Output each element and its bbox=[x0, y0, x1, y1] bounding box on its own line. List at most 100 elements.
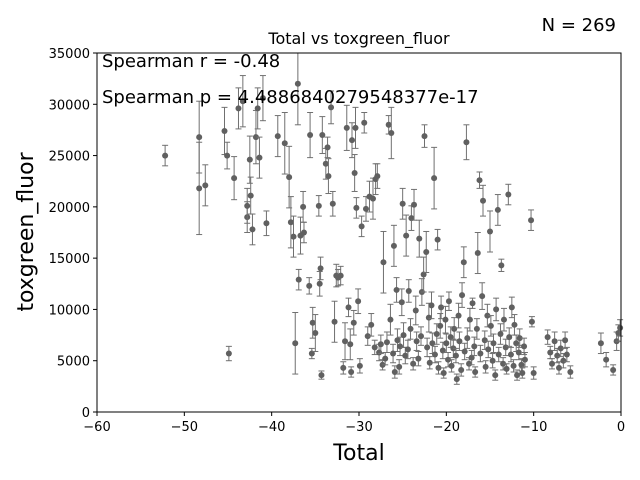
point-marker bbox=[221, 127, 228, 134]
point-marker bbox=[324, 144, 331, 151]
data-point bbox=[162, 144, 169, 167]
point-marker bbox=[447, 334, 454, 341]
point-marker bbox=[479, 293, 486, 300]
y-tick-label: 0 bbox=[82, 406, 90, 421]
y-axis-label: toxgreen_fluor bbox=[14, 151, 39, 311]
data-point bbox=[466, 307, 473, 332]
data-point bbox=[489, 353, 496, 369]
point-marker bbox=[390, 350, 397, 357]
point-marker bbox=[480, 197, 487, 204]
point-marker bbox=[474, 250, 481, 257]
data-point bbox=[498, 258, 505, 272]
y-axis-ticks: 0 5000 10000 15000 20000 25000 30000 35000 bbox=[49, 47, 97, 421]
x-tick-label: −50 bbox=[171, 420, 198, 435]
point-marker bbox=[403, 232, 410, 239]
point-marker bbox=[567, 368, 574, 375]
data-point bbox=[224, 141, 231, 170]
point-marker bbox=[484, 312, 491, 319]
point-marker bbox=[469, 300, 476, 307]
point-marker bbox=[510, 362, 517, 369]
point-marker bbox=[371, 344, 378, 351]
point-marker bbox=[254, 105, 261, 112]
data-point bbox=[456, 331, 463, 351]
data-point bbox=[428, 291, 435, 320]
point-marker bbox=[434, 236, 441, 243]
point-marker bbox=[473, 325, 480, 332]
x-tick-label: −60 bbox=[83, 420, 110, 435]
data-point bbox=[603, 352, 610, 368]
point-marker bbox=[515, 349, 522, 356]
point-marker bbox=[399, 200, 406, 207]
data-point bbox=[325, 158, 332, 195]
point-marker bbox=[528, 318, 535, 325]
data-point bbox=[350, 309, 357, 336]
point-marker bbox=[544, 334, 551, 341]
point-marker bbox=[468, 354, 475, 361]
data-point bbox=[300, 221, 307, 244]
y-tick-label: 20000 bbox=[49, 201, 90, 216]
data-point bbox=[480, 184, 487, 217]
point-marker bbox=[322, 160, 329, 167]
data-point bbox=[385, 115, 392, 135]
point-marker bbox=[318, 372, 325, 379]
data-point bbox=[442, 305, 449, 334]
point-marker bbox=[309, 319, 316, 326]
point-marker bbox=[476, 177, 483, 184]
point-marker bbox=[300, 203, 307, 210]
point-marker bbox=[514, 372, 521, 379]
point-marker bbox=[342, 338, 349, 345]
data-point bbox=[424, 337, 431, 358]
point-marker bbox=[549, 360, 556, 367]
point-marker bbox=[455, 312, 462, 319]
data-point bbox=[308, 347, 315, 360]
data-point bbox=[433, 323, 440, 345]
point-marker bbox=[350, 319, 357, 326]
chart-marks bbox=[162, 52, 624, 385]
point-marker bbox=[316, 280, 323, 287]
data-point bbox=[244, 187, 251, 224]
data-point bbox=[472, 366, 479, 378]
point-marker bbox=[411, 201, 418, 208]
point-marker bbox=[460, 259, 467, 266]
point-marker bbox=[377, 341, 384, 348]
point-marker bbox=[428, 302, 435, 309]
point-marker bbox=[328, 104, 335, 111]
data-point bbox=[383, 331, 390, 354]
data-point bbox=[448, 359, 455, 373]
x-tick-label: 0 bbox=[617, 420, 625, 435]
point-marker bbox=[492, 372, 499, 379]
data-point bbox=[421, 124, 428, 148]
x-tick-label: −30 bbox=[345, 420, 372, 435]
data-point bbox=[479, 282, 486, 310]
data-point bbox=[306, 277, 313, 295]
data-point bbox=[547, 345, 554, 360]
point-marker bbox=[348, 368, 355, 375]
point-marker bbox=[418, 333, 425, 340]
point-marker bbox=[610, 366, 617, 373]
point-marker bbox=[274, 133, 281, 140]
point-marker bbox=[459, 292, 466, 299]
point-marker bbox=[312, 330, 319, 337]
point-marker bbox=[259, 95, 266, 102]
point-marker bbox=[286, 174, 293, 181]
data-point bbox=[468, 349, 475, 366]
data-point bbox=[318, 370, 325, 380]
point-marker bbox=[252, 134, 259, 141]
point-marker bbox=[426, 359, 433, 366]
point-marker bbox=[345, 304, 352, 311]
data-point bbox=[349, 122, 356, 159]
data-point bbox=[482, 360, 489, 374]
point-marker bbox=[500, 360, 507, 367]
point-marker bbox=[563, 351, 570, 358]
point-marker bbox=[196, 134, 203, 141]
point-marker bbox=[202, 182, 209, 189]
data-point bbox=[202, 164, 209, 207]
point-marker bbox=[256, 154, 263, 161]
point-marker bbox=[513, 340, 520, 347]
point-marker bbox=[263, 220, 270, 227]
point-marker bbox=[490, 340, 497, 347]
data-point bbox=[429, 332, 436, 355]
y-tick-label: 30000 bbox=[49, 98, 90, 113]
data-point bbox=[316, 270, 323, 297]
